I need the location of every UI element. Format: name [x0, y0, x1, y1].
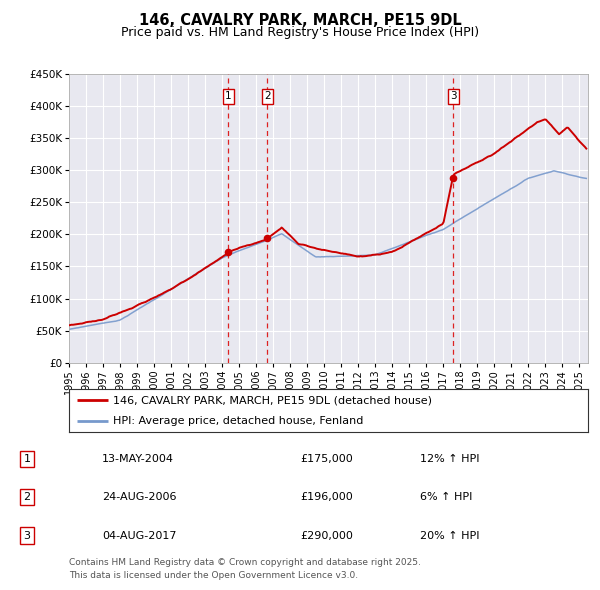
Text: 1: 1: [23, 454, 31, 464]
Text: 13-MAY-2004: 13-MAY-2004: [102, 454, 174, 464]
Text: 146, CAVALRY PARK, MARCH, PE15 9DL (detached house): 146, CAVALRY PARK, MARCH, PE15 9DL (deta…: [113, 395, 432, 405]
Text: 12% ↑ HPI: 12% ↑ HPI: [420, 454, 479, 464]
Text: 6% ↑ HPI: 6% ↑ HPI: [420, 492, 472, 502]
Text: 2: 2: [23, 492, 31, 502]
Text: 04-AUG-2017: 04-AUG-2017: [102, 530, 176, 540]
Text: This data is licensed under the Open Government Licence v3.0.: This data is licensed under the Open Gov…: [69, 571, 358, 579]
Text: 1: 1: [225, 91, 232, 101]
Text: HPI: Average price, detached house, Fenland: HPI: Average price, detached house, Fenl…: [113, 416, 364, 426]
Text: 3: 3: [23, 530, 31, 540]
Text: Contains HM Land Registry data © Crown copyright and database right 2025.: Contains HM Land Registry data © Crown c…: [69, 558, 421, 566]
Text: £290,000: £290,000: [300, 530, 353, 540]
Text: £196,000: £196,000: [300, 492, 353, 502]
Text: Price paid vs. HM Land Registry's House Price Index (HPI): Price paid vs. HM Land Registry's House …: [121, 26, 479, 39]
Text: 2: 2: [264, 91, 271, 101]
Text: 20% ↑ HPI: 20% ↑ HPI: [420, 530, 479, 540]
Text: 3: 3: [450, 91, 457, 101]
Text: 24-AUG-2006: 24-AUG-2006: [102, 492, 176, 502]
Text: £175,000: £175,000: [300, 454, 353, 464]
Text: 146, CAVALRY PARK, MARCH, PE15 9DL: 146, CAVALRY PARK, MARCH, PE15 9DL: [139, 13, 461, 28]
